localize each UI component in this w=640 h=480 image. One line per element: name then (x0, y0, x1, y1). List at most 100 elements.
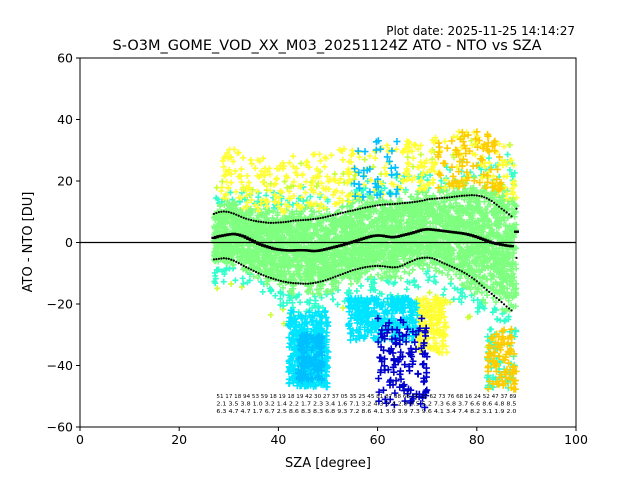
mean-marker (241, 235, 247, 238)
lower-std-marker (507, 307, 511, 310)
bin-count-row: 2.1 3.5 3.8 1.0 3.2 1.4 2.2 1.7 2.3 3.4 … (216, 401, 516, 407)
upper-std-marker (371, 205, 374, 208)
lower-std-marker (510, 309, 513, 312)
lower-std-marker (217, 257, 220, 260)
upper-std-marker (450, 195, 454, 199)
upper-std-marker (227, 210, 230, 214)
scatter-sky-points (294, 137, 401, 384)
x-tick-label: 100 (564, 432, 588, 447)
upper-std-marker (388, 203, 392, 206)
upper-std-marker (267, 221, 270, 224)
upper-std-marker (495, 203, 498, 206)
upper-std-marker (235, 213, 238, 216)
lower-std-marker (222, 257, 225, 260)
upper-std-marker (378, 203, 382, 207)
mean-marker (243, 236, 249, 239)
upper-std-marker (438, 197, 441, 200)
lower-std-marker (468, 274, 471, 277)
upper-std-marker (488, 198, 491, 201)
lower-std-marker (426, 256, 429, 259)
lower-std-marker (245, 266, 248, 269)
x-axis-label: SZA [degree] (285, 456, 371, 471)
upper-std-marker (448, 196, 451, 199)
lower-std-marker (230, 258, 233, 261)
upper-std-marker (351, 209, 354, 212)
upper-std-marker (498, 205, 501, 208)
lower-std-marker (359, 267, 362, 270)
lower-std-marker (316, 281, 320, 284)
lower-std-marker (458, 269, 461, 272)
lower-std-marker (235, 260, 238, 263)
lower-std-marker (398, 265, 402, 268)
upper-std-marker (478, 194, 481, 198)
upper-std-marker (220, 210, 223, 213)
upper-std-marker (289, 220, 292, 223)
lower-std-marker (450, 265, 454, 268)
lower-std-marker (391, 266, 394, 269)
lower-std-marker (307, 282, 310, 285)
upper-std-marker (440, 196, 444, 200)
lower-std-marker (279, 279, 282, 283)
lower-std-marker (438, 260, 441, 263)
upper-std-marker (376, 204, 379, 207)
lower-std-marker (411, 259, 414, 263)
upper-std-marker (505, 211, 508, 214)
lower-std-marker (339, 273, 342, 276)
upper-std-marker (215, 211, 218, 215)
lower-std-marker (242, 264, 245, 267)
lower-std-marker (475, 280, 478, 283)
lower-std-marker (264, 275, 268, 278)
lower-std-marker (304, 282, 307, 285)
bin-count-row: 51 17 18 94 53 59 18 19 18 19 42 30 27 3… (216, 394, 516, 400)
upper-std-marker (423, 198, 426, 202)
lower-std-marker (453, 266, 456, 269)
lower-std-marker (250, 268, 253, 271)
lower-std-marker (299, 282, 302, 285)
upper-std-marker (336, 212, 340, 216)
upper-std-marker (292, 219, 295, 222)
upper-std-marker (458, 194, 461, 198)
upper-std-marker (274, 221, 278, 224)
upper-std-marker (331, 214, 335, 217)
upper-std-marker (341, 211, 344, 214)
upper-std-marker (413, 200, 416, 204)
upper-std-marker (460, 194, 464, 197)
lower-std-marker (309, 282, 312, 285)
y-tick-label: −40 (47, 358, 73, 373)
upper-std-marker (297, 219, 300, 222)
lower-std-marker (289, 281, 292, 284)
lower-std-marker (297, 282, 300, 285)
upper-std-marker (257, 220, 260, 223)
mean-marker (513, 230, 519, 233)
upper-std-marker (321, 216, 325, 219)
upper-std-marker (312, 218, 315, 221)
lower-std-marker (252, 269, 255, 272)
lower-std-marker (284, 280, 287, 284)
lower-std-marker (423, 256, 426, 259)
upper-std-marker (240, 215, 243, 218)
upper-std-marker (361, 206, 364, 210)
upper-std-marker (468, 194, 471, 197)
lower-std-marker (346, 270, 349, 274)
upper-std-marker (455, 195, 459, 198)
upper-std-marker (302, 218, 305, 222)
lower-std-marker (237, 262, 240, 265)
upper-std-marker (485, 197, 488, 200)
lower-std-marker (351, 269, 354, 272)
upper-std-marker (396, 202, 399, 205)
upper-std-marker (433, 197, 436, 200)
lower-std-marker (473, 278, 476, 281)
lower-std-marker (443, 262, 446, 265)
lower-std-marker (321, 279, 325, 283)
upper-std-marker (398, 202, 402, 205)
upper-std-marker (279, 221, 282, 224)
upper-std-marker (408, 201, 411, 204)
lower-std-marker (371, 265, 374, 268)
lower-std-marker (440, 261, 444, 264)
lower-std-marker (431, 257, 434, 260)
upper-std-marker (386, 203, 389, 206)
upper-std-marker (475, 194, 478, 197)
upper-std-marker (307, 218, 310, 221)
scatter-blue-points (374, 314, 431, 411)
